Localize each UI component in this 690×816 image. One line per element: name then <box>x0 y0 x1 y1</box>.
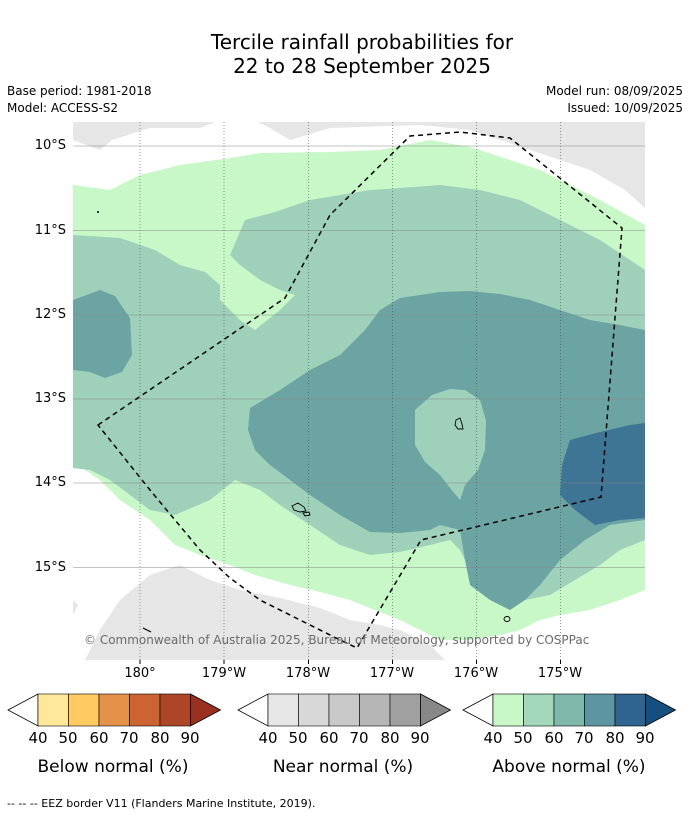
colorbar-segment <box>614 693 646 727</box>
near-normal-region-south <box>85 565 445 660</box>
title-line-2: 22 to 28 September 2025 <box>233 54 491 78</box>
cb-above-tick: 60 <box>544 729 564 747</box>
base-period: Base period: 1981-2018 <box>7 84 152 98</box>
near-normal-region-southwest <box>73 600 78 615</box>
colorbar-segment <box>492 693 524 727</box>
colorbar-above-normal <box>462 693 677 727</box>
lon-label-176w: 176°W <box>453 666 499 681</box>
lat-label-11s: 11°S <box>34 223 66 238</box>
colorbar-max-arrow <box>645 693 677 727</box>
island-outline-small <box>503 616 511 622</box>
colorbar-min-arrow <box>462 693 494 727</box>
colorbar-segment <box>129 693 161 727</box>
colorbar-segment <box>37 693 69 727</box>
lon-label-178w: 178°W <box>285 666 331 681</box>
meta-right: Model run: 08/09/2025 Issued: 10/09/2025 <box>546 83 683 117</box>
island-outline-west <box>142 627 152 633</box>
model-run: Model run: 08/09/2025 <box>545 84 683 98</box>
colorbar-segment <box>328 693 360 727</box>
colorbar-near-normal <box>237 693 452 727</box>
colorbar-segment <box>298 693 330 727</box>
above-normal-50-small-blob <box>170 220 203 228</box>
cb-near-tick: 60 <box>319 729 339 747</box>
cb-near-tick: 50 <box>288 729 308 747</box>
colorbar-label-above: Above normal (%) <box>492 757 646 777</box>
island-dot <box>97 211 99 213</box>
eez-footnote: -- -- -- EEZ border V11 (Flanders Marine… <box>7 797 316 810</box>
cb-near-tick: 80 <box>380 729 400 747</box>
island-outline-east <box>454 417 464 430</box>
colorbar-max-arrow <box>420 693 452 727</box>
axis-ticks <box>139 660 561 664</box>
lat-label-14s: 14°S <box>34 475 66 490</box>
cb-above-tick: 80 <box>605 729 625 747</box>
cb-above-tick: 50 <box>513 729 533 747</box>
colorbar-segment <box>98 693 130 727</box>
colorbar-segment <box>359 693 391 727</box>
cb-below-tick: 60 <box>89 729 109 747</box>
above-normal-80-region <box>560 423 645 525</box>
colorbar-segment <box>389 693 421 727</box>
colorbar-segment <box>523 693 555 727</box>
lon-label-175w: 175°W <box>537 666 583 681</box>
cb-below-tick: 50 <box>58 729 78 747</box>
cb-below-tick: 80 <box>150 729 170 747</box>
cb-near-tick: 70 <box>349 729 369 747</box>
lat-label-10s: 10°S <box>34 138 66 153</box>
above-normal-70-region-west <box>73 290 132 378</box>
colorbar-segment <box>267 693 299 727</box>
map-title: Tercile rainfall probabilities for 22 to… <box>0 30 690 78</box>
colorbar-below-normal <box>7 693 222 727</box>
cb-near-tick: 90 <box>410 729 430 747</box>
colorbar-label-below: Below normal (%) <box>37 757 189 777</box>
lon-label-179w: 179°W <box>201 666 247 681</box>
lat-label-12s: 12°S <box>34 307 66 322</box>
cb-below-tick: 70 <box>119 729 139 747</box>
eez-border <box>96 131 623 649</box>
near-normal-region-north-left <box>73 122 215 150</box>
colorbar-label-near: Near normal (%) <box>272 757 414 777</box>
cb-below-tick: 40 <box>28 729 48 747</box>
near-normal-region-north <box>258 122 645 208</box>
colorbar-segment <box>553 693 585 727</box>
cb-above-tick: 40 <box>483 729 503 747</box>
above-normal-60-inner-patch <box>415 389 486 500</box>
lon-label-180: 180° <box>124 666 156 681</box>
copyright-notice: © Commonwealth of Australia 2025, Bureau… <box>84 633 590 647</box>
colorbar-min-arrow <box>7 693 39 727</box>
colorbar-max-arrow <box>190 693 222 727</box>
lat-label-13s: 13°S <box>34 391 66 406</box>
colorbar-segment <box>68 693 100 727</box>
island-outline-south <box>291 502 311 517</box>
lat-label-15s: 15°S <box>34 560 66 575</box>
meta-left: Base period: 1981-2018 Model: ACCESS-S2 <box>7 83 152 117</box>
map-area <box>73 122 645 660</box>
title-line-1: Tercile rainfall probabilities for <box>210 30 514 54</box>
issued-date: Issued: 10/09/2025 <box>567 101 683 115</box>
colorbar-segment <box>584 693 616 727</box>
colorbar-min-arrow <box>237 693 269 727</box>
cb-near-tick: 40 <box>258 729 278 747</box>
colorbar-segment <box>159 693 191 727</box>
lon-label-177w: 177°W <box>369 666 415 681</box>
gridlines <box>73 122 645 660</box>
cb-above-tick: 70 <box>574 729 594 747</box>
model-name: Model: ACCESS-S2 <box>7 101 119 115</box>
cb-below-tick: 90 <box>180 729 200 747</box>
cb-above-tick: 90 <box>635 729 655 747</box>
